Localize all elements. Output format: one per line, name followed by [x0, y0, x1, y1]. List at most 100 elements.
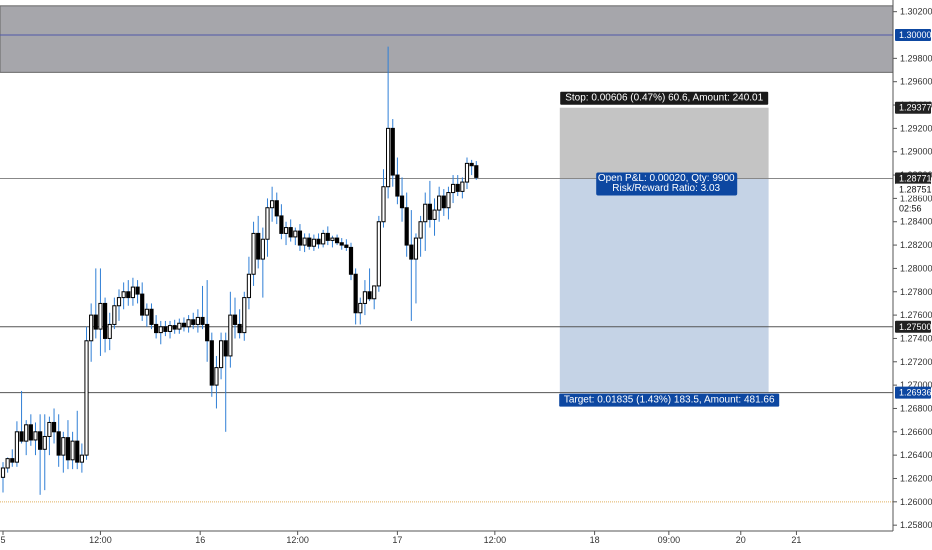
- candle-body: [302, 237, 307, 246]
- price-tick-label: 1.27200: [900, 357, 932, 367]
- candle-body: [144, 308, 149, 316]
- candle-body: [102, 302, 108, 339]
- candle-body: [386, 127, 391, 188]
- candle-body: [61, 437, 66, 456]
- time-tick-label: 12:00: [286, 535, 309, 545]
- candle-body: [423, 203, 428, 223]
- candle-body: [256, 232, 261, 260]
- candle-body: [409, 244, 414, 260]
- price-tick-label: 1.28400: [900, 217, 932, 227]
- price-tick-label: 1.28000: [900, 263, 932, 273]
- price-tag-bg-5: [895, 320, 931, 333]
- candle-body: [367, 291, 372, 300]
- candle-body: [75, 440, 80, 463]
- candle-body: [28, 424, 33, 441]
- candle-body: [214, 367, 219, 386]
- candle-body: [89, 314, 94, 342]
- candle-body: [464, 162, 470, 183]
- candle-body: [200, 316, 205, 325]
- candle-body: [140, 293, 145, 316]
- price-tick-label: 1.28600: [900, 193, 932, 203]
- candle-body: [418, 221, 423, 239]
- candle-body: [372, 285, 377, 300]
- position-box[interactable]: [559, 107, 769, 393]
- price-tick-label: 1.29200: [900, 123, 932, 133]
- candle-body: [135, 286, 140, 295]
- candle-body: [311, 238, 316, 247]
- time-tick-label: 12:00: [89, 535, 112, 545]
- candle-body: [5, 458, 10, 469]
- price-tick-label: 1.29000: [900, 147, 932, 157]
- candle-body: [307, 237, 312, 247]
- price-tick-label: 1.27800: [900, 287, 932, 297]
- price-tags: 1.30000 1.29377 1.28771 1.28751 02:56 1.27500…: [895, 29, 932, 399]
- resistance-zone-rect: [0, 5, 894, 73]
- price-tick-label: 1.26400: [900, 450, 932, 460]
- time-tick-label: 21: [791, 535, 801, 545]
- candle-body: [98, 302, 103, 330]
- candle-body: [316, 238, 321, 245]
- candle-body: [283, 227, 289, 234]
- candle-body: [288, 227, 293, 238]
- candle-body: [399, 195, 405, 209]
- candle-body: [42, 435, 47, 450]
- candle-body: [167, 325, 173, 332]
- candle-body: [321, 232, 326, 245]
- candle-body: [65, 437, 71, 461]
- price-tick-label: 1.28200: [900, 240, 932, 250]
- candle-body: [390, 127, 395, 176]
- candle-body: [330, 237, 335, 241]
- pnl-label: Open P&L: 0.00020, Qty: 9900: [598, 173, 735, 184]
- candle-body: [205, 323, 210, 342]
- horizontal-lines: [0, 34, 893, 503]
- price-tag-bg-6: [895, 386, 931, 399]
- candle-body: [121, 291, 126, 299]
- candle-body: [158, 326, 163, 334]
- candle-body: [223, 340, 228, 357]
- candle-body: [10, 458, 15, 463]
- candle-body: [186, 319, 191, 328]
- target-label-bg: [559, 393, 780, 407]
- candle-body: [19, 431, 24, 442]
- candle-body: [334, 237, 340, 244]
- candle-body: [84, 340, 89, 456]
- candle-body: [47, 421, 52, 437]
- candle-body: [413, 237, 419, 260]
- candle-body: [116, 297, 122, 307]
- candle-body: [427, 203, 432, 220]
- price-tick-label: 1.26000: [900, 497, 932, 507]
- price-tick-label: 1.27000: [900, 380, 932, 390]
- candle-body: [270, 200, 275, 209]
- candle-body: [274, 200, 279, 217]
- position-labels: Stop: 0.00606 (0.47%) 60.6, Amount: 240.…: [559, 91, 780, 407]
- candle-body: [149, 308, 154, 325]
- candle-body: [251, 232, 256, 275]
- candle-body: [297, 230, 303, 246]
- candle-body: [348, 246, 354, 275]
- candle-body: [38, 431, 43, 450]
- candle-body: [237, 323, 242, 334]
- candle-body: [195, 316, 200, 325]
- candle-body: [381, 186, 386, 223]
- candle-body: [469, 162, 474, 167]
- candle-body: [0, 467, 6, 478]
- resistance-zone: [0, 5, 894, 73]
- time-tick-label: 16: [195, 535, 205, 545]
- candle-body: [441, 195, 446, 209]
- price-tick-label: 1.27400: [900, 333, 932, 343]
- candle-body: [293, 230, 298, 238]
- price-tick-label: 1.26800: [900, 403, 932, 413]
- candle-body: [260, 238, 265, 260]
- candle-body: [339, 242, 344, 246]
- candle-body: [14, 431, 20, 463]
- price-tag-bg-3: [895, 183, 931, 196]
- candle-body: [246, 273, 252, 299]
- candle-body: [163, 326, 168, 332]
- candle-body: [177, 322, 182, 330]
- pnl-label-bg: [596, 172, 738, 196]
- candle-body: [450, 183, 456, 194]
- price-tag-2: 1.28771: [899, 173, 932, 183]
- stop-label-bg: [560, 91, 769, 105]
- stop-zone: [559, 107, 769, 179]
